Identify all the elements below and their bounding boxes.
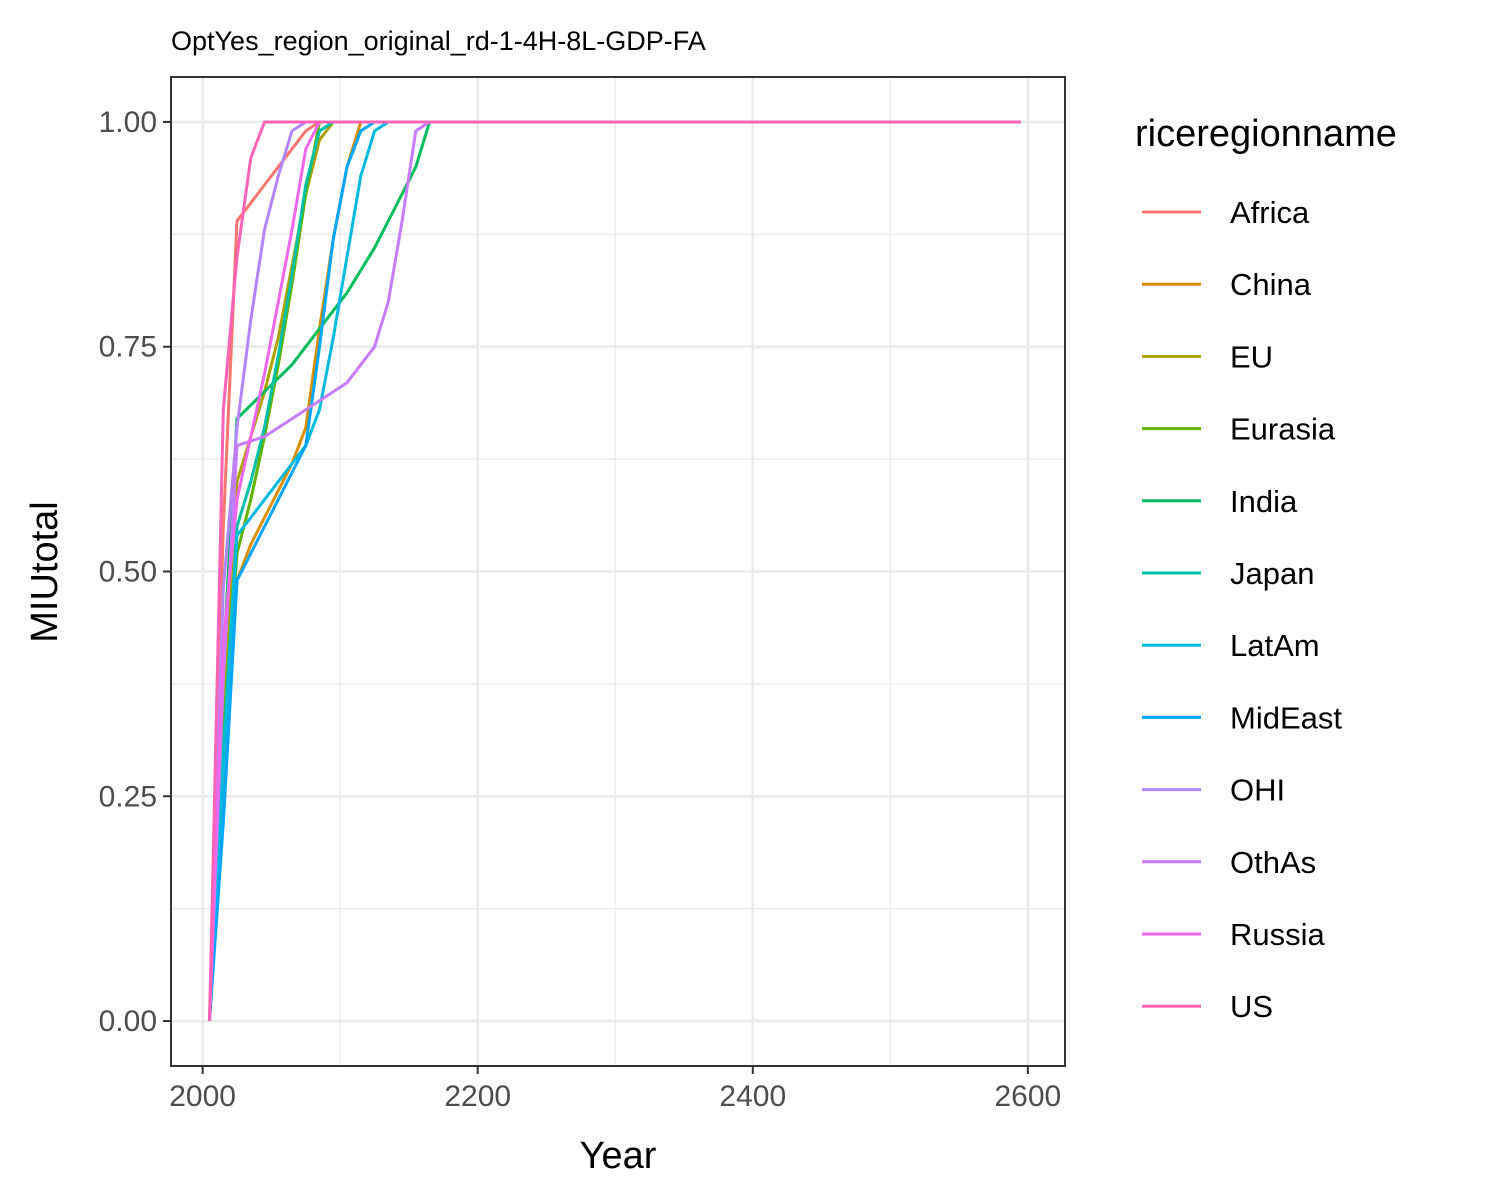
legend-label-othas: OthAs [1230,845,1316,880]
legend-title: riceregionname [1135,113,1397,155]
legend-label-india: India [1230,484,1298,519]
y-axis: 0.00 0.25 0.50 0.75 1.00 [99,106,171,1038]
y-tick-label: 1.00 [99,106,157,139]
legend-label-japan: Japan [1230,556,1314,591]
y-tick-label: 0.25 [99,780,157,813]
x-tick-label: 2600 [994,1080,1061,1113]
chart-title: OptYes_region_original_rd-1-4H-8L-GDP-FA [171,26,706,56]
legend-label-china: China [1230,267,1312,302]
series-line-ohi [208,120,1021,1022]
y-tick-label: 0.50 [99,556,157,589]
y-axis-title: MIUtotal [24,501,66,642]
legend-label-russia: Russia [1230,917,1326,952]
legend-label-us: US [1230,989,1273,1024]
x-axis-title: Year [580,1135,657,1177]
series-line-mideast [208,120,1021,1022]
x-axis: 2000 2200 2400 2600 [169,1066,1061,1113]
x-tick-label: 2200 [444,1080,511,1113]
series-line-africa [208,120,1021,1022]
legend-label-eurasia: Eurasia [1230,412,1336,447]
x-tick-label: 2000 [169,1080,236,1113]
series-line-russia [208,120,1021,1022]
y-tick-label: 0.00 [99,1005,157,1038]
y-tick-label: 0.75 [99,331,157,364]
legend-label-eu: EU [1230,339,1273,374]
legend-label-africa: Africa [1230,195,1310,230]
legend-label-mideast: MidEast [1230,700,1342,735]
legend: Africa China EU Eurasia India Japan LatAm MidEa… [1142,195,1342,1024]
x-tick-label: 2400 [719,1080,786,1113]
series-lines [208,120,1021,1022]
legend-label-ohi: OHI [1230,773,1285,808]
series-line-us [208,120,1021,1022]
legend-label-latam: LatAm [1230,628,1320,663]
